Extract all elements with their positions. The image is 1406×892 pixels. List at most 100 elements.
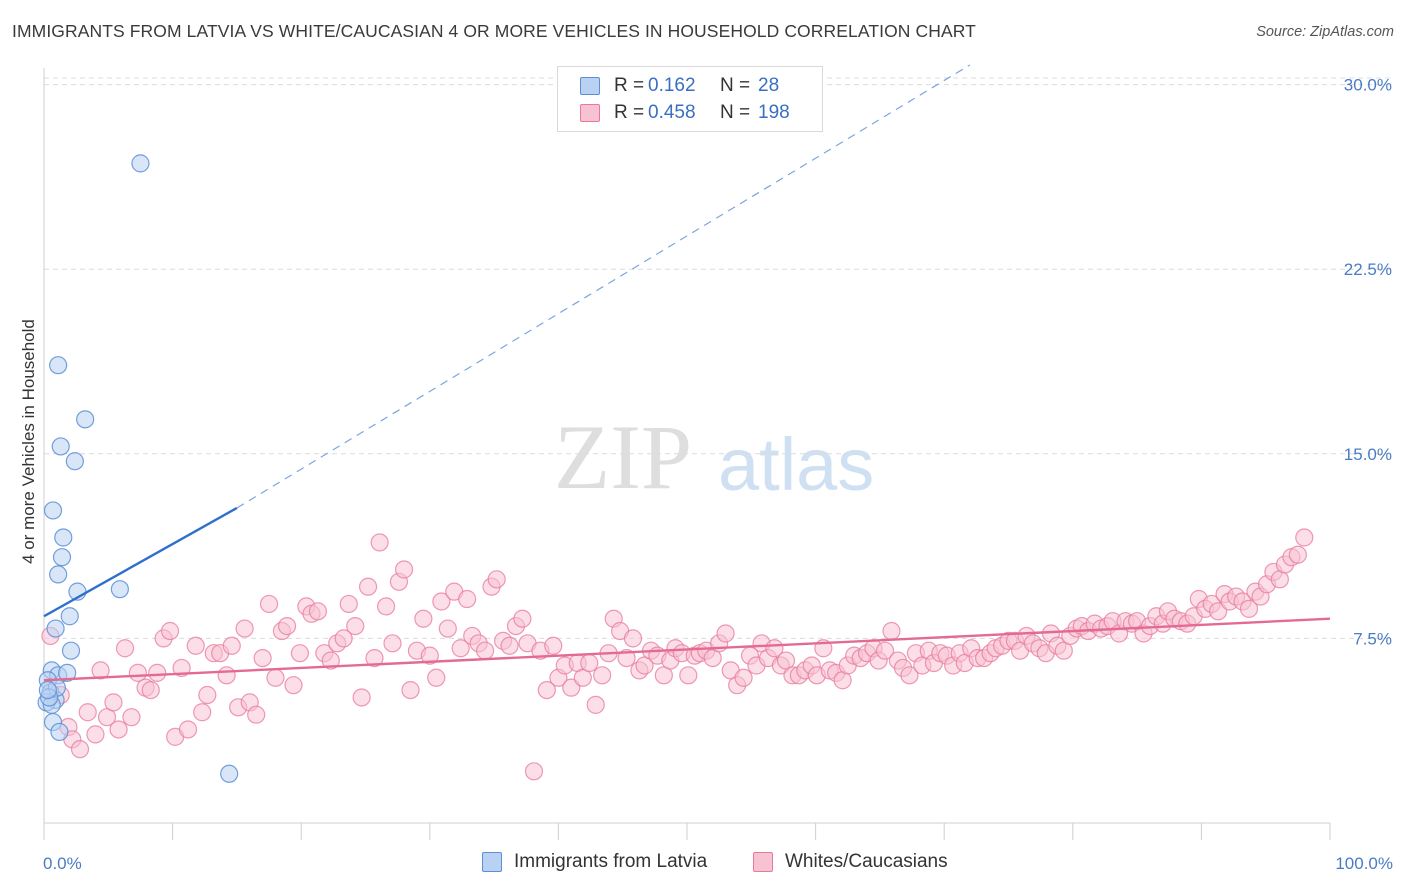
y-tick-label: 7.5% <box>1353 629 1392 648</box>
point-latvia <box>49 356 68 375</box>
legend-n-label: N = <box>720 75 751 96</box>
point-whites <box>734 668 753 687</box>
point-whites <box>352 688 371 707</box>
point-whites <box>198 685 217 705</box>
stats-legend: R = 0.162 N = 28 R = 0.458 N = 198 <box>557 66 823 132</box>
point-whites <box>193 703 212 722</box>
point-whites <box>115 639 135 658</box>
legend-row-whites: R = 0.458 N = 198 <box>580 100 790 126</box>
legend-n-label: N = <box>720 102 751 123</box>
point-latvia <box>110 580 129 599</box>
point-whites <box>247 705 266 724</box>
point-whites <box>900 666 919 685</box>
legend-label-latvia: Immigrants from Latvia <box>514 851 708 872</box>
trend-line-latvia <box>43 506 238 618</box>
watermark: ZIP atlas <box>554 406 874 508</box>
point-latvia <box>220 764 239 783</box>
point-whites <box>524 762 544 781</box>
point-whites <box>358 577 378 596</box>
point-whites <box>593 666 612 685</box>
legend-r-label: R = <box>614 75 645 96</box>
point-latvia <box>52 548 72 567</box>
trend-line-latvia-extension <box>236 64 971 509</box>
point-whites <box>432 592 451 611</box>
point-whites <box>148 663 167 682</box>
point-latvia <box>65 452 84 471</box>
point-whites <box>178 720 198 739</box>
watermark-atlas: atlas <box>718 423 874 506</box>
point-whites <box>500 636 519 655</box>
chart-title: IMMIGRANTS FROM LATVIA VS WHITE/CAUCASIA… <box>12 21 976 41</box>
y-tick-label: 15.0% <box>1344 445 1392 464</box>
point-whites <box>91 661 110 680</box>
point-whites <box>321 651 340 670</box>
point-whites <box>277 616 297 636</box>
legend-r-label: R = <box>614 102 645 123</box>
point-whites <box>1288 545 1307 564</box>
point-whites <box>383 634 402 653</box>
point-whites <box>617 648 636 668</box>
point-whites <box>457 589 477 609</box>
point-whites <box>222 636 241 655</box>
point-whites <box>86 725 105 744</box>
point-whites <box>562 678 581 697</box>
point-whites <box>284 676 303 695</box>
point-whites <box>623 629 643 648</box>
point-whites <box>401 680 420 700</box>
point-latvia <box>43 501 63 520</box>
point-whites <box>586 695 605 714</box>
point-whites <box>1295 528 1314 547</box>
point-whites <box>235 619 254 638</box>
point-whites <box>253 648 272 668</box>
legend-swatch-blue <box>580 77 600 95</box>
y-axis-label: 4 or more Vehicles in Household <box>19 319 38 564</box>
legend-row-latvia: R = 0.162 N = 28 <box>580 73 779 99</box>
point-whites <box>679 666 698 685</box>
legend-n-value: 198 <box>758 102 790 123</box>
point-whites <box>451 639 470 658</box>
point-whites <box>308 602 328 621</box>
point-whites <box>580 653 599 673</box>
trend-lines <box>43 64 1331 682</box>
point-whites <box>875 641 895 660</box>
legend-item-whites[interactable]: Whites/Caucasians <box>753 851 948 873</box>
point-latvia <box>60 607 79 626</box>
point-whites <box>365 648 384 668</box>
point-whites <box>1209 602 1228 621</box>
point-whites <box>172 658 191 678</box>
point-whites <box>104 693 123 712</box>
point-whites <box>420 646 439 665</box>
series-latvia-points <box>37 154 239 783</box>
point-latvia <box>51 437 70 456</box>
point-whites <box>716 624 735 643</box>
point-whites <box>544 636 563 655</box>
point-whites <box>186 636 205 655</box>
legend-label-whites: Whites/Caucasians <box>785 851 948 872</box>
point-whites <box>346 616 365 636</box>
point-whites <box>882 621 901 641</box>
watermark-zip: ZIP <box>554 406 692 508</box>
gridlines <box>44 77 1392 639</box>
legend-swatch-pink <box>580 104 600 122</box>
point-latvia <box>76 410 95 429</box>
point-latvia <box>54 528 73 547</box>
legend-item-latvia[interactable]: Immigrants from Latvia <box>482 851 707 873</box>
legend-swatch-pink <box>753 852 773 872</box>
point-whites <box>266 668 285 687</box>
point-whites <box>78 703 97 722</box>
point-latvia <box>46 619 65 638</box>
x-tick-label: 0.0% <box>43 854 82 873</box>
point-whites <box>537 680 556 700</box>
point-latvia <box>38 680 57 700</box>
point-whites <box>70 740 90 759</box>
point-whites <box>290 644 310 663</box>
point-whites <box>122 708 141 727</box>
point-whites <box>339 594 358 614</box>
point-latvia <box>50 722 69 742</box>
point-latvia <box>131 154 150 173</box>
source-label: Source: ZipAtlas.com <box>1256 24 1394 40</box>
point-latvia <box>58 663 77 682</box>
point-whites <box>109 720 128 739</box>
point-whites <box>394 560 414 579</box>
